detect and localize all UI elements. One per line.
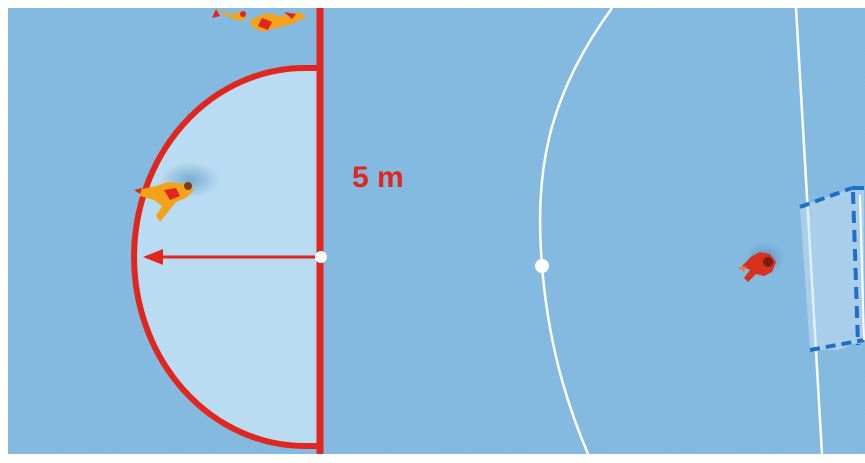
player-zone-icon — [134, 182, 194, 222]
zone-boundary-arc — [131, 65, 320, 449]
penalty-mark — [535, 259, 549, 273]
radius-arrow-icon — [143, 249, 318, 265]
distance-label: 5 m — [352, 161, 404, 194]
player-top-icon — [212, 9, 306, 32]
penalty-area-arc — [538, 7, 614, 455]
goal-icon — [799, 186, 865, 352]
player-goalkeeper-icon — [738, 252, 776, 282]
zone-center-dot — [315, 251, 327, 263]
